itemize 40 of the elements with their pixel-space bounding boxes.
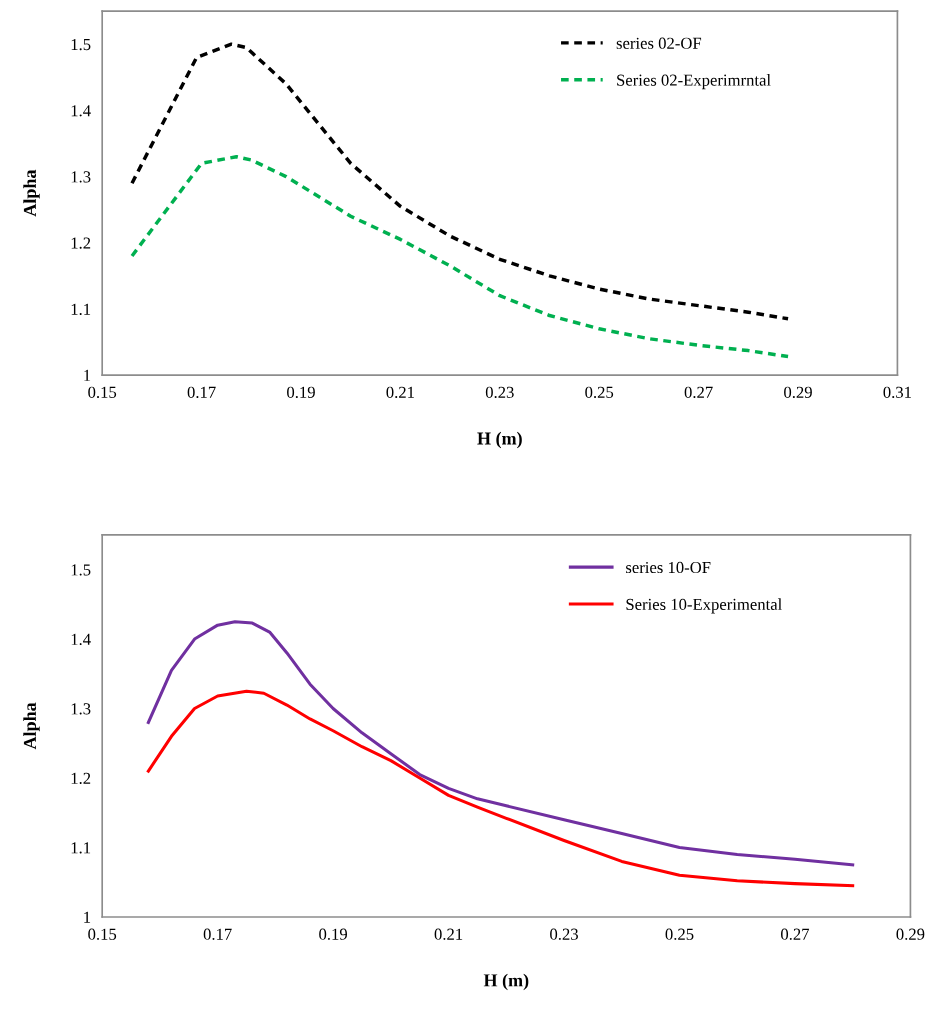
x-tick-label: 0.27 (781, 928, 810, 940)
x-tick-label: 0.25 (585, 386, 614, 398)
y-tick-label: 1.2 (71, 237, 91, 249)
x-tick-label: 0.23 (550, 928, 578, 940)
line-series (146, 689, 855, 888)
x-tick-label: 0.27 (684, 386, 713, 398)
line-series (146, 620, 855, 867)
y-tick-label: 1.1 (71, 303, 91, 315)
y-tick-label: 1.1 (71, 842, 91, 854)
x-tick-label: 0.17 (203, 928, 232, 940)
y-tick-label: 1 (84, 911, 91, 923)
y-axis-title: Alpha (23, 702, 40, 750)
x-tick-label: 0.19 (287, 386, 315, 398)
x-tick-label: 0.29 (896, 928, 925, 940)
x-axis-title: H (m) (483, 973, 529, 991)
legend-label: series 10-OF (626, 561, 711, 574)
x-tick-label: 0.21 (434, 928, 463, 940)
x-tick-label: 0.29 (784, 386, 812, 398)
legend-label: Series 02-Experimrntal (617, 74, 771, 90)
y-tick-label: 1 (84, 369, 91, 381)
y-tick-label: 1.3 (71, 171, 91, 183)
x-tick-label: 0.21 (386, 386, 414, 398)
x-tick-label: 0.23 (485, 386, 514, 398)
y-axis-title: Alpha (23, 169, 40, 217)
x-tick-label: 0.15 (88, 386, 117, 398)
x-tick-label: 0.15 (88, 928, 117, 940)
legend-label: series 02-OF (616, 37, 702, 49)
y-tick-label: 1.3 (71, 703, 91, 715)
y-tick-label: 1.4 (71, 633, 91, 646)
y-tick-label: 1.5 (71, 38, 91, 51)
x-tick-label: 0.17 (187, 386, 216, 398)
line-series (130, 154, 790, 359)
x-axis-title: H (m) (477, 431, 522, 449)
x-tick-label: 0.19 (319, 928, 348, 940)
x-tick-label: 0.25 (665, 928, 694, 940)
y-tick-label: 1.4 (71, 105, 91, 117)
legend-label: Series 10-Experimental (626, 598, 782, 614)
x-tick-label: 0.31 (883, 386, 911, 398)
y-tick-label: 1.2 (71, 772, 91, 785)
y-tick-label: 1.5 (71, 564, 91, 576)
